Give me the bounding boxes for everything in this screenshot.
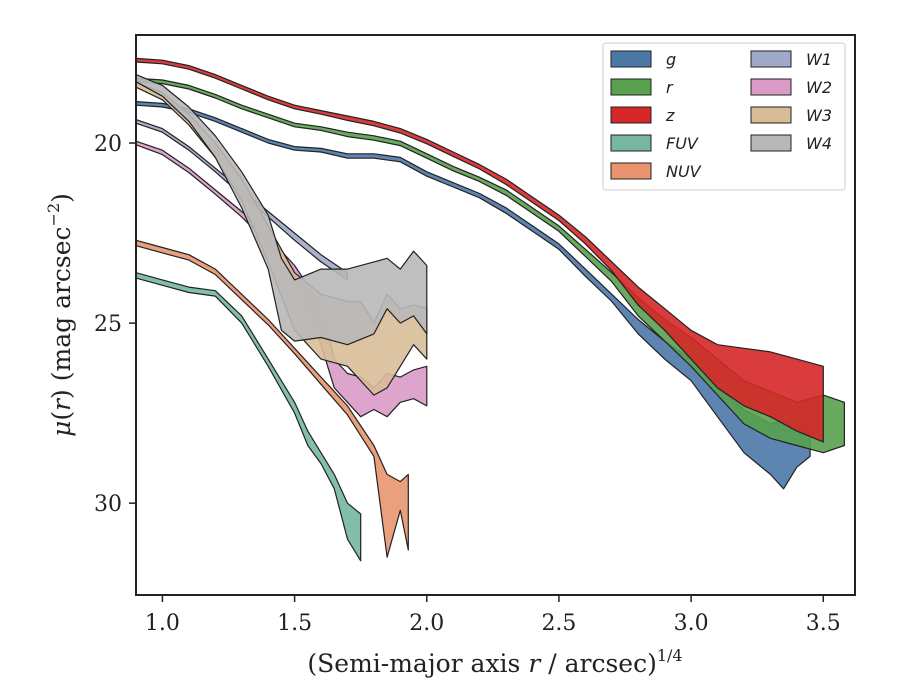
- band-g: [135, 100, 811, 490]
- legend-label-z: z: [665, 106, 675, 125]
- x-tick-label: 1.5: [277, 611, 312, 636]
- y-axis-title: μ(r) (mag arcsec−2): [44, 193, 76, 437]
- profile-bands: [135, 57, 846, 562]
- y-tick-label: 25: [94, 312, 122, 337]
- y-tick-label: 30: [94, 492, 122, 517]
- x-tick-label: 1.0: [145, 611, 180, 636]
- legend-swatch-z: [610, 106, 652, 124]
- legend-label-w1: W1: [806, 50, 832, 69]
- y-tick-label: 20: [94, 132, 122, 157]
- legend-swatch-r: [610, 78, 652, 96]
- legend-entries: grz FUV NUV W1 W2 W3 W4: [610, 50, 832, 181]
- legend-swatch-g: [610, 50, 652, 68]
- legend-label-w4: W4: [806, 134, 832, 153]
- legend-label-w3: W3: [806, 106, 832, 125]
- legend-label-g: g: [666, 50, 676, 69]
- band-z: [135, 57, 824, 443]
- x-axis-title: (Semi-major axis r / arcsec)1/4: [307, 646, 682, 678]
- x-tick-label: 2.0: [409, 611, 444, 636]
- legend-swatch-w3: [750, 106, 792, 124]
- legend-swatch-nuv: [610, 162, 652, 180]
- y-axis-ticks: 20 25 30: [94, 132, 136, 517]
- legend-swatch-w2: [750, 78, 792, 96]
- band-fuv: [135, 272, 362, 562]
- band-nuv: [135, 239, 409, 558]
- legend-label-r: r: [666, 78, 674, 97]
- band-w4: [135, 73, 428, 346]
- x-tick-label: 3.5: [806, 611, 841, 636]
- legend-label-w2: W2: [806, 78, 832, 97]
- legend-swatch-fuv: [610, 134, 652, 152]
- x-tick-label: 3.0: [674, 611, 709, 636]
- legend-swatch-w4: [750, 134, 792, 152]
- x-axis-ticks: 1.0 1.5 2.0 2.5 3.0 3.5: [145, 595, 841, 636]
- legend-swatch-w1: [750, 50, 792, 68]
- legend: grz FUV NUV W1 W2 W3 W4: [602, 42, 846, 191]
- x-tick-label: 2.5: [541, 611, 576, 636]
- legend-label-fuv: FUV: [666, 134, 699, 153]
- plot-frame: [135, 34, 856, 596]
- legend-label-nuv: NUV: [666, 162, 702, 181]
